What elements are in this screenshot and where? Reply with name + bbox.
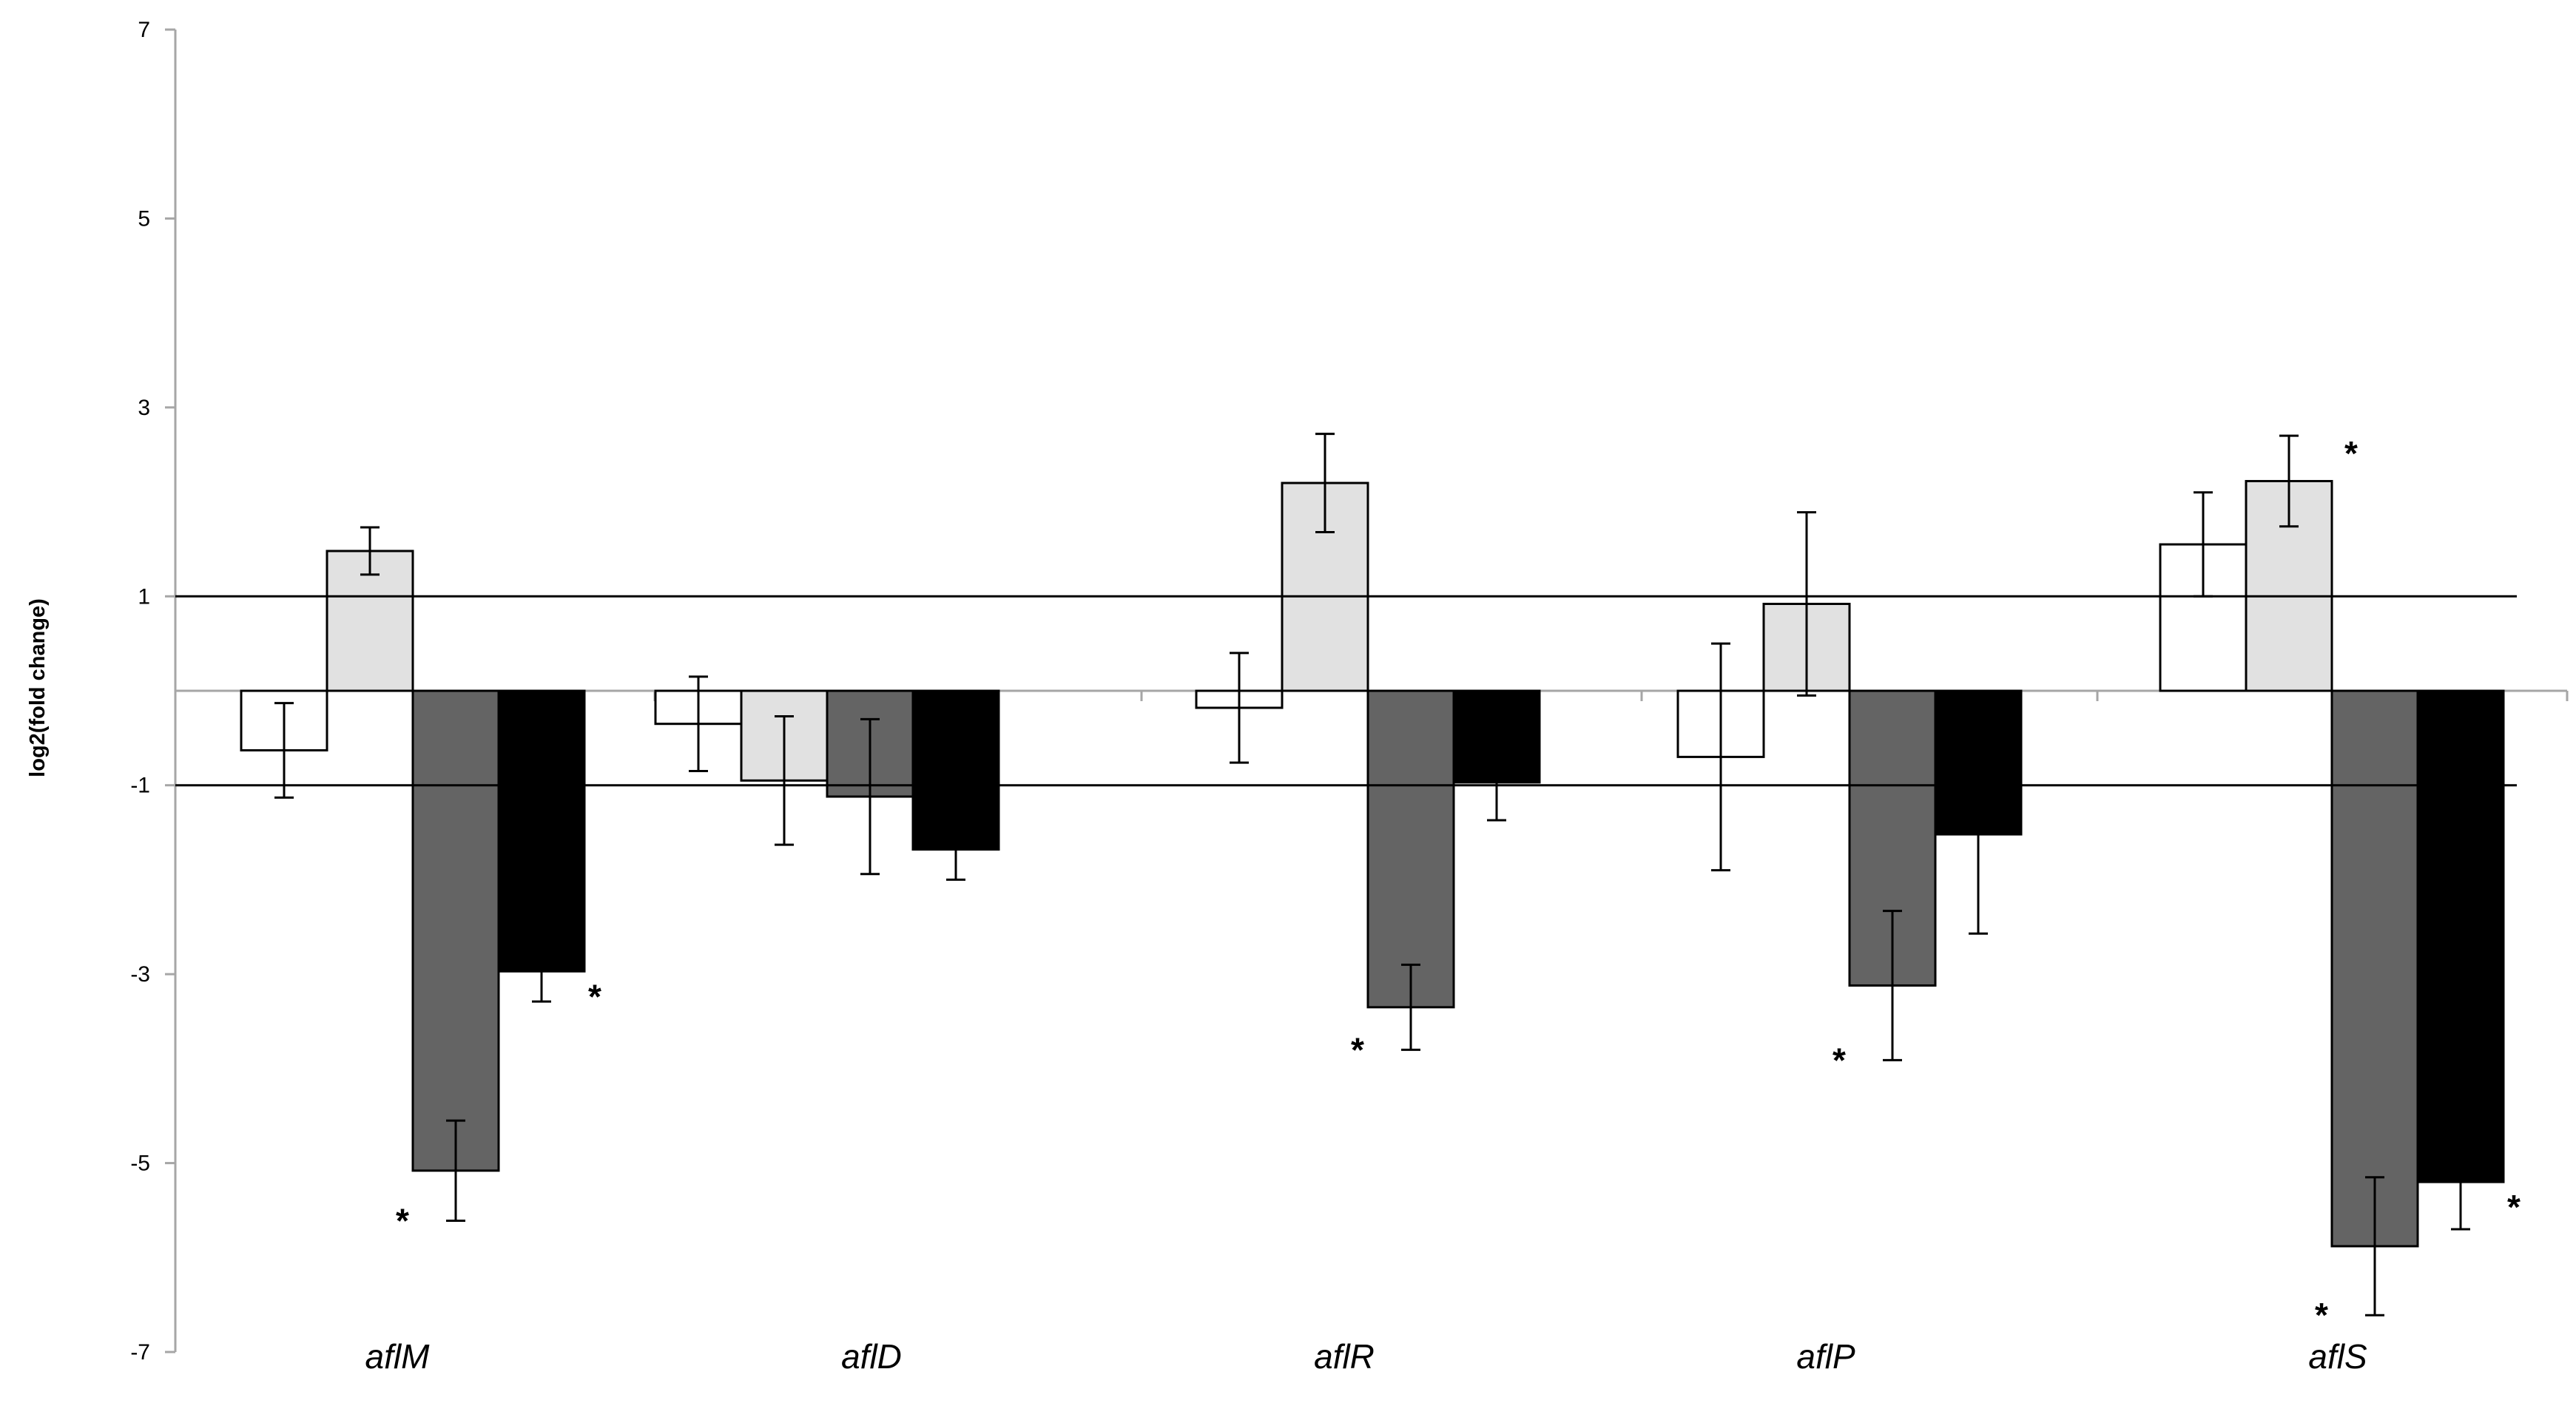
bar [1366, 689, 1455, 1009]
plot-area: 7 5 3 1 -1 -3 -5 -7 * * * * * * * aflM aflD aflR aflP aflS [130, 18, 2569, 1376]
y-axis-label: log2(fold change) [26, 598, 50, 777]
y-tick-label: -1 [130, 774, 150, 798]
x-category-label: aflR [1314, 1337, 1375, 1376]
y-tick-label: -5 [130, 1152, 150, 1176]
x-category-label: aflS [2308, 1337, 2367, 1376]
x-category-label: aflM [365, 1337, 431, 1376]
y-tick-label: -7 [130, 1340, 150, 1365]
y-tick-label: 3 [138, 396, 150, 420]
y-tick-label: 5 [138, 206, 150, 231]
significance-marker: * [2315, 1296, 2328, 1334]
significance-marker: * [2344, 434, 2358, 473]
bar [2330, 689, 2419, 1248]
significance-marker: * [588, 977, 601, 1015]
y-tick-label: -3 [130, 962, 150, 987]
significance-marker: * [2507, 1188, 2521, 1226]
x-category-label: aflP [1796, 1337, 1855, 1376]
bar [497, 689, 586, 973]
significance-marker: * [1351, 1030, 1364, 1069]
significance-marker: * [1832, 1041, 1846, 1079]
y-tick-label: 1 [138, 584, 150, 609]
x-category-label: aflD [841, 1337, 902, 1376]
bar [2416, 689, 2505, 1183]
significance-marker: * [396, 1201, 409, 1240]
y-tick-label: 7 [138, 18, 150, 42]
bar [411, 689, 500, 1172]
